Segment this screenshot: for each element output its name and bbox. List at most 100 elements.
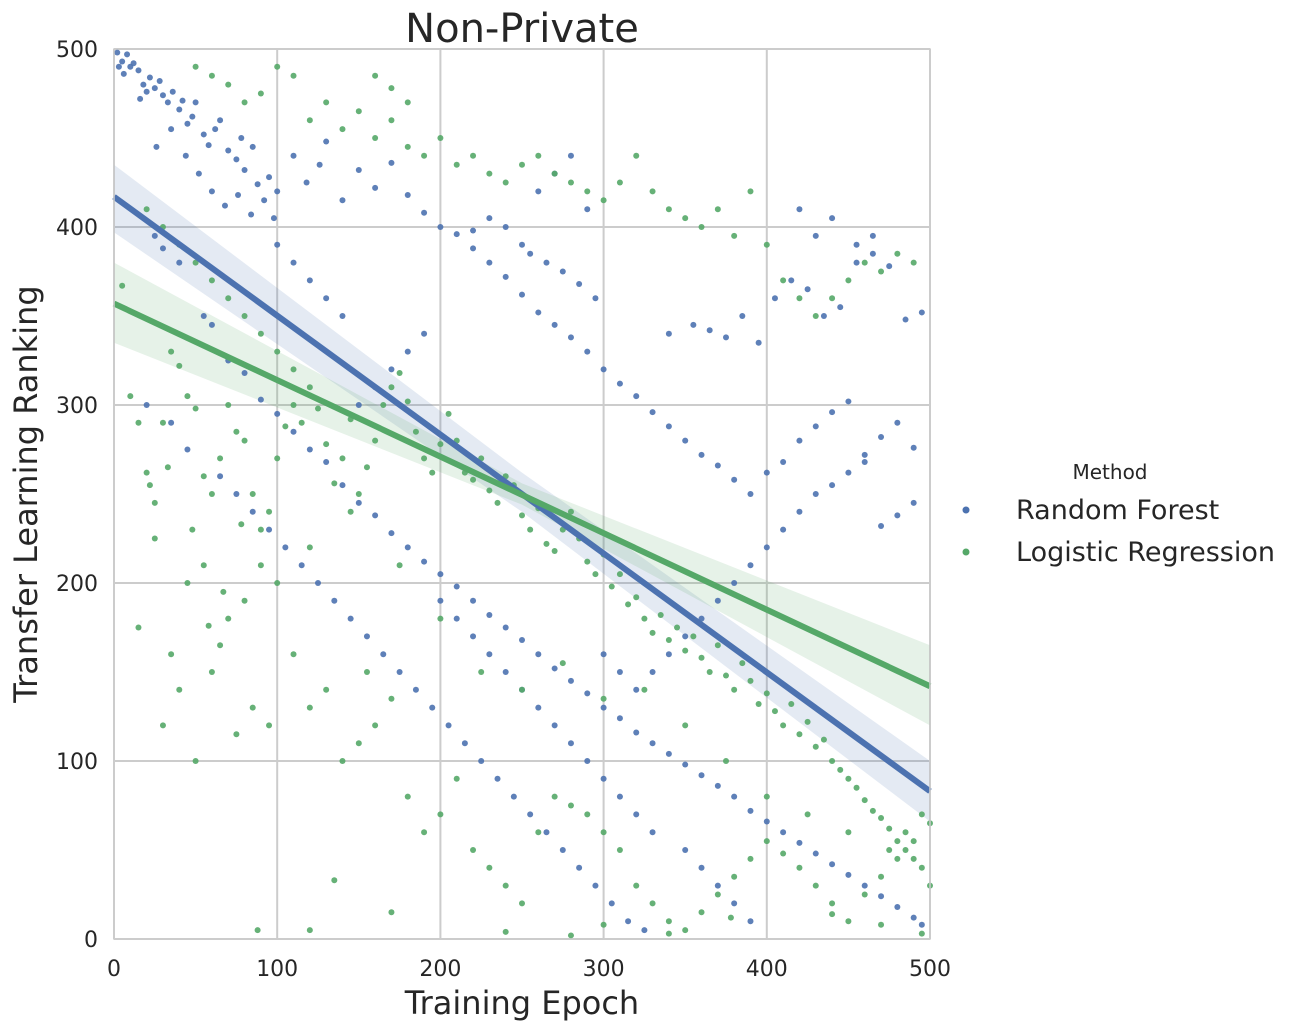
- point-logistic-regression: [665, 930, 672, 937]
- x-tick-label: 500: [909, 957, 951, 982]
- y-tick-label: 100: [56, 750, 98, 775]
- scatter-points: [114, 49, 933, 939]
- point-random-forest: [551, 722, 558, 729]
- point-logistic-regression: [600, 921, 607, 928]
- legend-label-logistic-regression: Logistic Regression: [1016, 537, 1275, 568]
- point-logistic-regression: [763, 241, 770, 248]
- point-logistic-regression: [355, 491, 362, 497]
- point-logistic-regression: [486, 170, 493, 177]
- point-logistic-regression: [894, 855, 901, 862]
- point-random-forest: [616, 380, 623, 387]
- point-logistic-regression: [437, 441, 444, 448]
- point-logistic-regression: [355, 108, 362, 115]
- point-logistic-regression: [584, 558, 591, 565]
- point-random-forest: [502, 224, 509, 230]
- point-logistic-regression: [189, 526, 196, 533]
- point-logistic-regression: [918, 864, 925, 871]
- point-random-forest: [535, 188, 542, 195]
- point-logistic-regression: [388, 117, 395, 124]
- point-logistic-regression: [812, 743, 819, 750]
- point-random-forest: [616, 715, 623, 722]
- point-random-forest: [649, 829, 656, 836]
- point-logistic-regression: [788, 701, 795, 708]
- point-logistic-regression: [192, 63, 199, 70]
- point-random-forest: [616, 669, 623, 675]
- point-logistic-regression: [363, 464, 370, 471]
- point-random-forest: [168, 419, 175, 426]
- point-random-forest: [470, 227, 477, 234]
- point-random-forest: [156, 78, 163, 85]
- point-logistic-regression: [208, 491, 215, 497]
- point-logistic-regression: [763, 793, 770, 800]
- point-random-forest: [254, 181, 261, 188]
- point-random-forest: [205, 142, 212, 149]
- point-logistic-regression: [486, 487, 493, 494]
- point-logistic-regression: [698, 909, 705, 916]
- point-random-forest: [584, 348, 591, 355]
- point-random-forest: [755, 339, 762, 346]
- plot-frame: [113, 48, 931, 940]
- point-logistic-regression: [861, 891, 868, 898]
- x-tick-label: 0: [107, 957, 121, 982]
- point-random-forest: [306, 446, 313, 453]
- point-random-forest: [714, 882, 721, 889]
- point-random-forest: [535, 651, 542, 658]
- point-logistic-regression: [388, 384, 395, 391]
- point-random-forest: [486, 651, 493, 658]
- point-logistic-regression: [486, 864, 493, 871]
- point-logistic-regression: [168, 651, 175, 658]
- point-logistic-regression: [176, 362, 183, 369]
- point-logistic-regression: [698, 654, 705, 661]
- point-random-forest: [176, 106, 183, 113]
- point-logistic-regression: [600, 829, 607, 836]
- point-logistic-regression: [184, 580, 191, 586]
- y-tick-labels: 0 100 200 300 400 500: [56, 38, 98, 953]
- point-logistic-regression: [837, 766, 844, 773]
- y-tick-label: 500: [56, 38, 98, 63]
- point-logistic-regression: [698, 224, 705, 230]
- point-random-forest: [274, 241, 281, 248]
- point-random-forest: [600, 775, 607, 782]
- point-random-forest: [665, 423, 672, 430]
- point-random-forest: [698, 772, 705, 779]
- point-logistic-regression: [869, 807, 876, 814]
- point-random-forest: [649, 740, 656, 747]
- point-logistic-regression: [780, 850, 787, 857]
- point-logistic-regression: [812, 313, 819, 319]
- point-random-forest: [388, 159, 395, 166]
- point-random-forest: [396, 669, 403, 675]
- point-logistic-regression: [592, 571, 599, 578]
- point-random-forest: [470, 245, 477, 252]
- point-logistic-regression: [886, 825, 893, 832]
- point-logistic-regression: [633, 152, 640, 159]
- point-random-forest: [625, 918, 632, 925]
- point-random-forest: [747, 491, 754, 497]
- point-logistic-regression: [641, 686, 648, 693]
- point-random-forest: [584, 206, 591, 213]
- point-random-forest: [200, 131, 207, 138]
- point-random-forest: [763, 469, 770, 476]
- point-random-forest: [559, 268, 566, 275]
- point-logistic-regression: [290, 72, 297, 79]
- point-logistic-regression: [176, 686, 183, 693]
- point-logistic-regression: [363, 669, 370, 675]
- point-logistic-regression: [910, 838, 917, 845]
- point-logistic-regression: [829, 295, 836, 302]
- x-tick-label: 100: [256, 957, 298, 982]
- point-random-forest: [184, 120, 191, 127]
- point-logistic-regression: [657, 612, 664, 619]
- point-random-forest: [576, 280, 583, 287]
- point-logistic-regression: [217, 455, 224, 462]
- point-random-forest: [616, 793, 623, 800]
- point-random-forest: [910, 444, 917, 451]
- point-logistic-regression: [665, 636, 672, 643]
- point-random-forest: [714, 782, 721, 789]
- point-logistic-regression: [625, 601, 632, 608]
- point-random-forest: [249, 143, 256, 150]
- point-random-forest: [494, 775, 501, 782]
- y-tick-label: 400: [56, 216, 98, 241]
- point-random-forest: [290, 259, 297, 266]
- x-tick-label: 200: [419, 957, 461, 982]
- point-logistic-regression: [690, 633, 697, 640]
- point-logistic-regression: [470, 152, 477, 159]
